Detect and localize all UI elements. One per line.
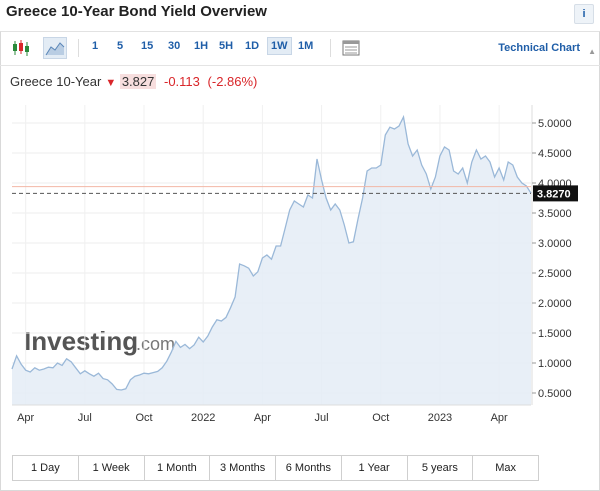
y-tick-label: 2.5000 (538, 268, 572, 280)
range-3-months[interactable]: 3 Months (209, 456, 275, 480)
x-tick-label: 2023 (428, 412, 452, 424)
y-tick-label: 3.5000 (538, 208, 572, 220)
toolbar-separator (78, 39, 79, 57)
y-tick-label: 1.5000 (538, 328, 572, 340)
interval-1m[interactable]: 1M (298, 40, 314, 52)
x-tick-label: Oct (372, 412, 389, 424)
y-tick-label: 4.5000 (538, 148, 572, 160)
range-5-years[interactable]: 5 years (406, 456, 473, 480)
interval-1d[interactable]: 1D (245, 40, 260, 52)
technical-chart-link[interactable]: Technical Chart (498, 42, 580, 54)
range-6-months[interactable]: 6 Months (275, 456, 341, 480)
range-1-year[interactable]: 1 Year (340, 456, 407, 480)
range-1-month[interactable]: 1 Month (143, 456, 210, 480)
down-arrow-icon: ▼ (105, 77, 117, 89)
candlestick-icon[interactable] (10, 37, 32, 59)
y-tick-label: 0.5000 (538, 388, 572, 400)
watermark-brand: Investing (24, 326, 138, 356)
interval-1[interactable]: 1 (92, 40, 99, 52)
y-tick-label: 3.0000 (538, 238, 572, 250)
x-tick-label: Apr (17, 412, 34, 424)
watermark-suffix: .com (136, 334, 175, 354)
scroll-up-icon[interactable]: ▲ (588, 47, 596, 56)
y-tick-label: 1.0000 (538, 358, 572, 370)
info-icon[interactable]: i (574, 4, 594, 24)
area-chart-icon[interactable] (43, 37, 67, 59)
chart-toolbar: 1 5 15 30 1H 5H 1D 1W 1M Technical Chart… (0, 31, 600, 66)
x-tick-label: Jul (78, 412, 92, 424)
yield-chart: Investing .com 5.00004.50004.00003.50003… (11, 105, 578, 424)
x-tick-label: Oct (135, 412, 152, 424)
interval-5[interactable]: 5 (117, 40, 124, 52)
range-1-week[interactable]: 1 Week (77, 456, 144, 480)
interval-1h[interactable]: 1H (194, 40, 209, 52)
price-change: -0.113 (164, 74, 200, 89)
instrument-name: Greece 10-Year (10, 74, 102, 89)
toolbar-separator (330, 39, 331, 57)
range-1-day[interactable]: 1 Day (31, 462, 60, 474)
range-max[interactable]: Max (472, 456, 538, 480)
series-line (11, 114, 532, 391)
last-value-label-bg (533, 185, 578, 202)
x-tick-label: Apr (254, 412, 271, 424)
chart-legend: Greece 10-Year ▼ 3.827 -0.113 (-2.86%) (10, 74, 257, 89)
interval-30[interactable]: 30 (168, 40, 181, 52)
interval-15[interactable]: 15 (141, 40, 154, 52)
investing-watermark: Investing .com (24, 326, 175, 356)
area-fill (12, 117, 531, 405)
x-tick-label: Apr (491, 412, 508, 424)
y-tick-label: 5.0000 (538, 118, 572, 130)
last-value-label: 3.8270 (537, 188, 571, 200)
interval-5h[interactable]: 5H (219, 40, 234, 52)
table-view-icon[interactable] (340, 37, 362, 59)
price-change-percent: (-2.86%) (207, 74, 258, 89)
x-tick-label: Jul (315, 412, 329, 424)
y-tick-label: 2.0000 (538, 298, 572, 310)
header: Greece 10-Year Bond Yield Overview i (0, 0, 600, 28)
last-price: 3.827 (119, 74, 157, 89)
x-tick-label: 2022 (191, 412, 215, 424)
page-title: Greece 10-Year Bond Yield Overview (6, 3, 267, 20)
range-selector: 1 Day 1 Week 1 Month 3 Months 6 Months 1… (12, 455, 539, 481)
interval-1w[interactable]: 1W (267, 37, 292, 55)
